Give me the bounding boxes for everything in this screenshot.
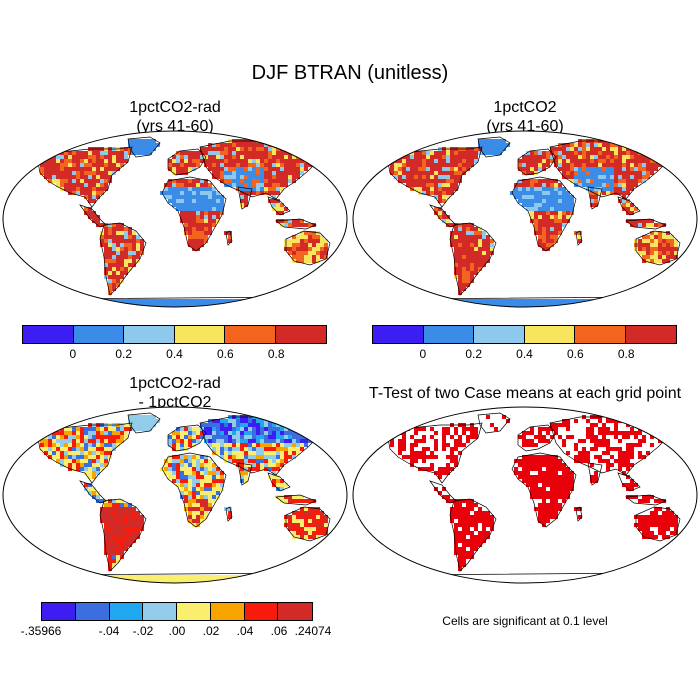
colorbar-swatch [524,326,575,343]
colorbar-tick-label: -.04 [98,624,120,638]
colorbar-swatch [210,603,245,620]
colorbar-tick-label: 0.6 [566,347,584,361]
main-title: DJF BTRAN (unitless) [251,62,449,84]
map-difference [2,406,348,584]
land-field-cells [40,139,336,307]
colorbar-swatch [225,326,276,343]
colorbar-swatch [575,326,626,343]
map-outline [2,406,348,584]
colorbar-swatch [625,326,676,343]
significance-note: Cells are significant at 0.1 level [442,614,608,628]
panel-title-line2: - 1pctCO2 [138,394,212,411]
colorbar-tick-label: 0.4 [166,347,183,361]
panel-title-line2: (yrs 41-60) [486,118,564,135]
land-field-cells [390,139,686,307]
colorbar-swatch [474,326,525,343]
colorbar-swatch [275,326,326,343]
colorbar-tick-label: 0.8 [267,347,285,361]
colorbar-tick-label: .04 [236,624,254,638]
colorbar-swatch [23,326,74,343]
colorbar-tick-label: 0.2 [115,347,132,361]
colorbar-tick-label: .24074 [294,624,332,638]
panel-title-line1: 1pctCO2-rad [129,375,221,392]
colorbar-swatch [423,326,474,343]
colorbar-tick-label: .06 [270,624,288,638]
panel-title-difference: 1pctCO2-rad - 1pctCO2 [75,374,275,412]
colorbar-swatch [244,603,279,620]
map-ttest-significance [352,406,698,584]
map-1pctco2 [352,130,698,308]
colorbar-swatch [373,326,424,343]
colorbar-tick-label: 0.8 [617,347,635,361]
colorbar-difference [41,602,313,621]
colorbar-swatch [124,326,175,343]
colorbar-tick-label: 0.4 [516,347,533,361]
colorbar-swatch [109,603,144,620]
colorbar-swatch [278,603,312,620]
colorbar-btran-left [22,325,327,344]
panel-title-ttest: T-Test of two Case means at each grid po… [368,385,682,402]
map-outline [352,406,698,584]
colorbar-tick-label: 0 [419,347,427,361]
map-outline [2,130,348,308]
panel-title-1pctco2-rad: 1pctCO2-rad (yrs 41-60) [75,98,275,136]
panel-title-1pctco2: 1pctCO2 (yrs 41-60) [425,98,625,136]
colorbar-tick-label: .02 [202,624,220,638]
colorbar-tick-label: -.02 [132,624,154,638]
colorbar-swatch [177,603,211,620]
colorbar-tick-label: 0.6 [216,347,234,361]
colorbar-swatch [174,326,225,343]
map-1pctco2-rad [2,130,348,308]
colorbar-swatch [42,603,76,620]
panel-title-line1: 1pctCO2 [493,99,557,116]
colorbar-swatch [73,326,124,343]
panel-title-line1: 1pctCO2-rad [129,99,221,116]
colorbar-swatch [75,603,110,620]
colorbar-btran-right [372,325,677,344]
colorbar-tick-label: -.35966 [20,624,62,638]
colorbar-tick-label: 0.2 [465,347,482,361]
colorbar-tick-label: .00 [168,624,186,638]
colorbar-tick-label: 0 [69,347,77,361]
colorbar-swatch [143,603,177,620]
panel-title-line2: (yrs 41-60) [136,118,214,135]
map-outline [352,130,698,308]
